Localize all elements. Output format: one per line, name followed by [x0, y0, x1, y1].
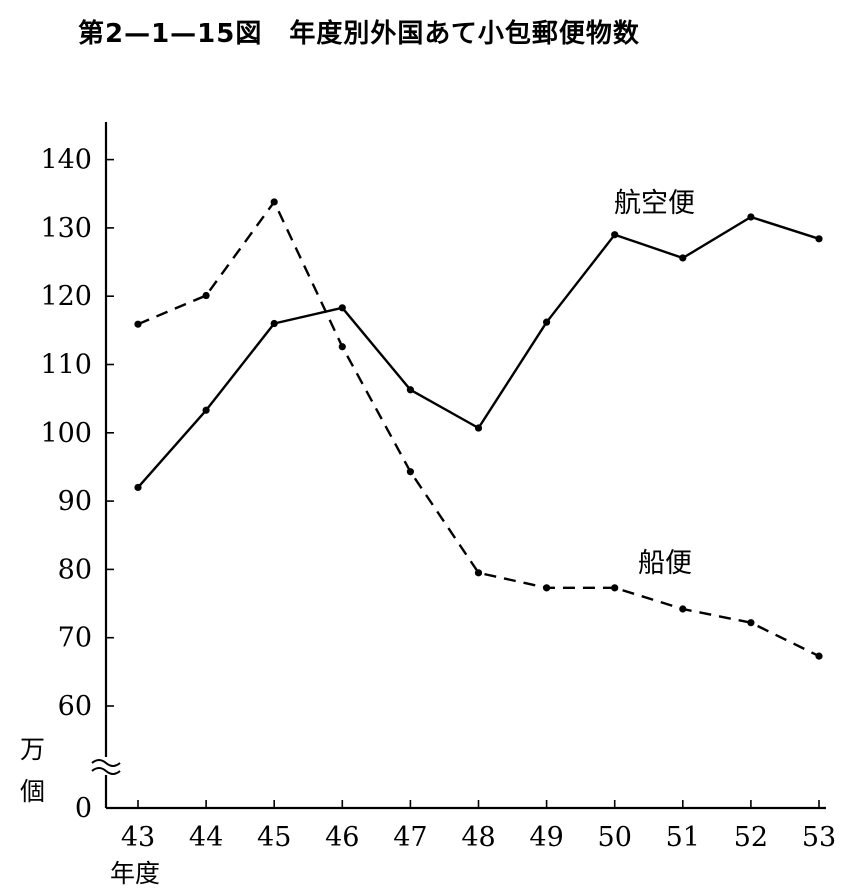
data-point-air: [474, 424, 483, 432]
axis-break-mark: [90, 757, 122, 775]
chart-title: 第2—1—15図 年度別外国あて小包郵便物数: [78, 18, 640, 49]
x-tick-label: 43: [121, 822, 155, 853]
data-point-sea: [611, 584, 619, 592]
data-point-sea: [338, 343, 346, 351]
data-point-sea: [543, 584, 551, 592]
axis-break-gap: [90, 757, 122, 775]
y-tick-label: 60: [58, 691, 92, 722]
y-tick-label: 100: [40, 418, 92, 449]
x-tick-label: 47: [393, 822, 427, 853]
y-tick-label: 120: [40, 281, 92, 312]
y-axis-ticks: 0 60 70 80 90 100 110 120 130 140: [40, 145, 114, 824]
data-point-sea: [406, 468, 414, 476]
data-point-sea: [134, 320, 142, 328]
data-point-sea: [474, 569, 483, 577]
data-point-air: [134, 483, 142, 492]
x-tick-label: 46: [325, 822, 359, 853]
x-tick-label: 44: [189, 822, 223, 853]
series-label-sea: 船便: [638, 548, 692, 579]
data-point-air: [611, 231, 619, 239]
data-point-sea: [270, 198, 278, 206]
data-point-air: [406, 386, 414, 394]
x-tick-label: 53: [802, 822, 836, 853]
y-tick-label: 140: [40, 145, 92, 176]
data-point-air: [338, 304, 346, 312]
series-points: [134, 198, 823, 660]
data-point-sea: [679, 605, 687, 613]
y-axis-unit-bottom: 個: [20, 777, 45, 806]
data-point-air: [815, 235, 823, 243]
data-point-air: [543, 318, 551, 326]
x-tick-label: 48: [461, 822, 495, 853]
y-axis-unit-top: 万: [20, 735, 45, 764]
data-point-air: [747, 213, 755, 221]
data-point-air: [679, 254, 687, 262]
x-axis-label: 年度: [110, 859, 160, 888]
x-tick-label: 50: [598, 822, 632, 853]
x-tick-label: 52: [734, 822, 768, 853]
data-point-sea: [202, 291, 210, 300]
data-point-air: [270, 319, 278, 328]
axis-break-wave-bottom: [91, 767, 121, 775]
y-tick-label: 70: [58, 623, 92, 654]
data-point-sea: [815, 652, 823, 660]
data-point-air: [202, 406, 210, 414]
data-point-sea: [747, 619, 755, 627]
y-tick-label: 130: [40, 213, 92, 244]
x-tick-label: 45: [257, 822, 291, 853]
y-tick-label: 0: [75, 793, 92, 824]
y-tick-label: 80: [58, 554, 92, 585]
x-axis-ticks: 43 44 45 46 47 48 49 50 51 52 53: [121, 800, 836, 853]
y-tick-label: 90: [58, 486, 92, 517]
axes: [90, 122, 826, 810]
series-line-air: [137, 215, 820, 489]
axis-break-wave-top: [91, 759, 121, 767]
x-tick-label: 49: [529, 822, 563, 853]
y-tick-label: 110: [40, 350, 92, 381]
x-tick-label: 51: [666, 822, 700, 853]
series-label-air: 航空便: [614, 188, 695, 219]
series-line-sea: [137, 200, 820, 658]
